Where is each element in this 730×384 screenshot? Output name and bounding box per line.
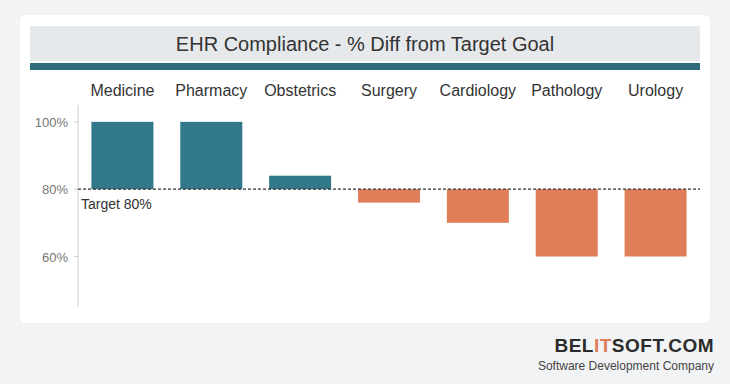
footer-tagline: Software Development Company (538, 359, 714, 373)
y-tick (74, 256, 78, 257)
y-tick-label: 80% (42, 182, 68, 197)
y-tick (74, 121, 78, 122)
category-label: Pharmacy (175, 82, 247, 99)
category-label: Pathology (531, 82, 602, 99)
y-tick (74, 189, 78, 190)
title-rule (30, 63, 700, 70)
title-box (30, 26, 700, 61)
chart: EHR Compliance - % Diff from Target Goal… (0, 0, 730, 384)
target-line (78, 189, 700, 190)
bar (269, 176, 331, 189)
bars (78, 122, 700, 257)
y-tick-label: 100% (35, 115, 69, 130)
bar (358, 189, 420, 202)
card (20, 15, 710, 323)
bar (536, 189, 598, 256)
y-axis-line (78, 105, 79, 307)
logo-part: IT (594, 335, 612, 356)
category-label: Obstetrics (264, 82, 336, 99)
target-label: Target 80% (81, 196, 152, 212)
category-label: Surgery (361, 82, 417, 99)
category-label: Urology (628, 82, 683, 99)
logo-part: BEL (554, 335, 594, 356)
bar (447, 189, 509, 223)
category-label: Cardiology (440, 82, 516, 99)
footer-logo: BELITSOFT.COM (554, 335, 714, 356)
bar (91, 122, 153, 189)
title: EHR Compliance - % Diff from Target Goal (176, 33, 554, 55)
bar (180, 122, 242, 189)
y-tick-label: 60% (42, 250, 68, 265)
category-label: Medicine (90, 82, 154, 99)
logo-part: SOFT.COM (612, 335, 714, 356)
bar (625, 189, 687, 256)
